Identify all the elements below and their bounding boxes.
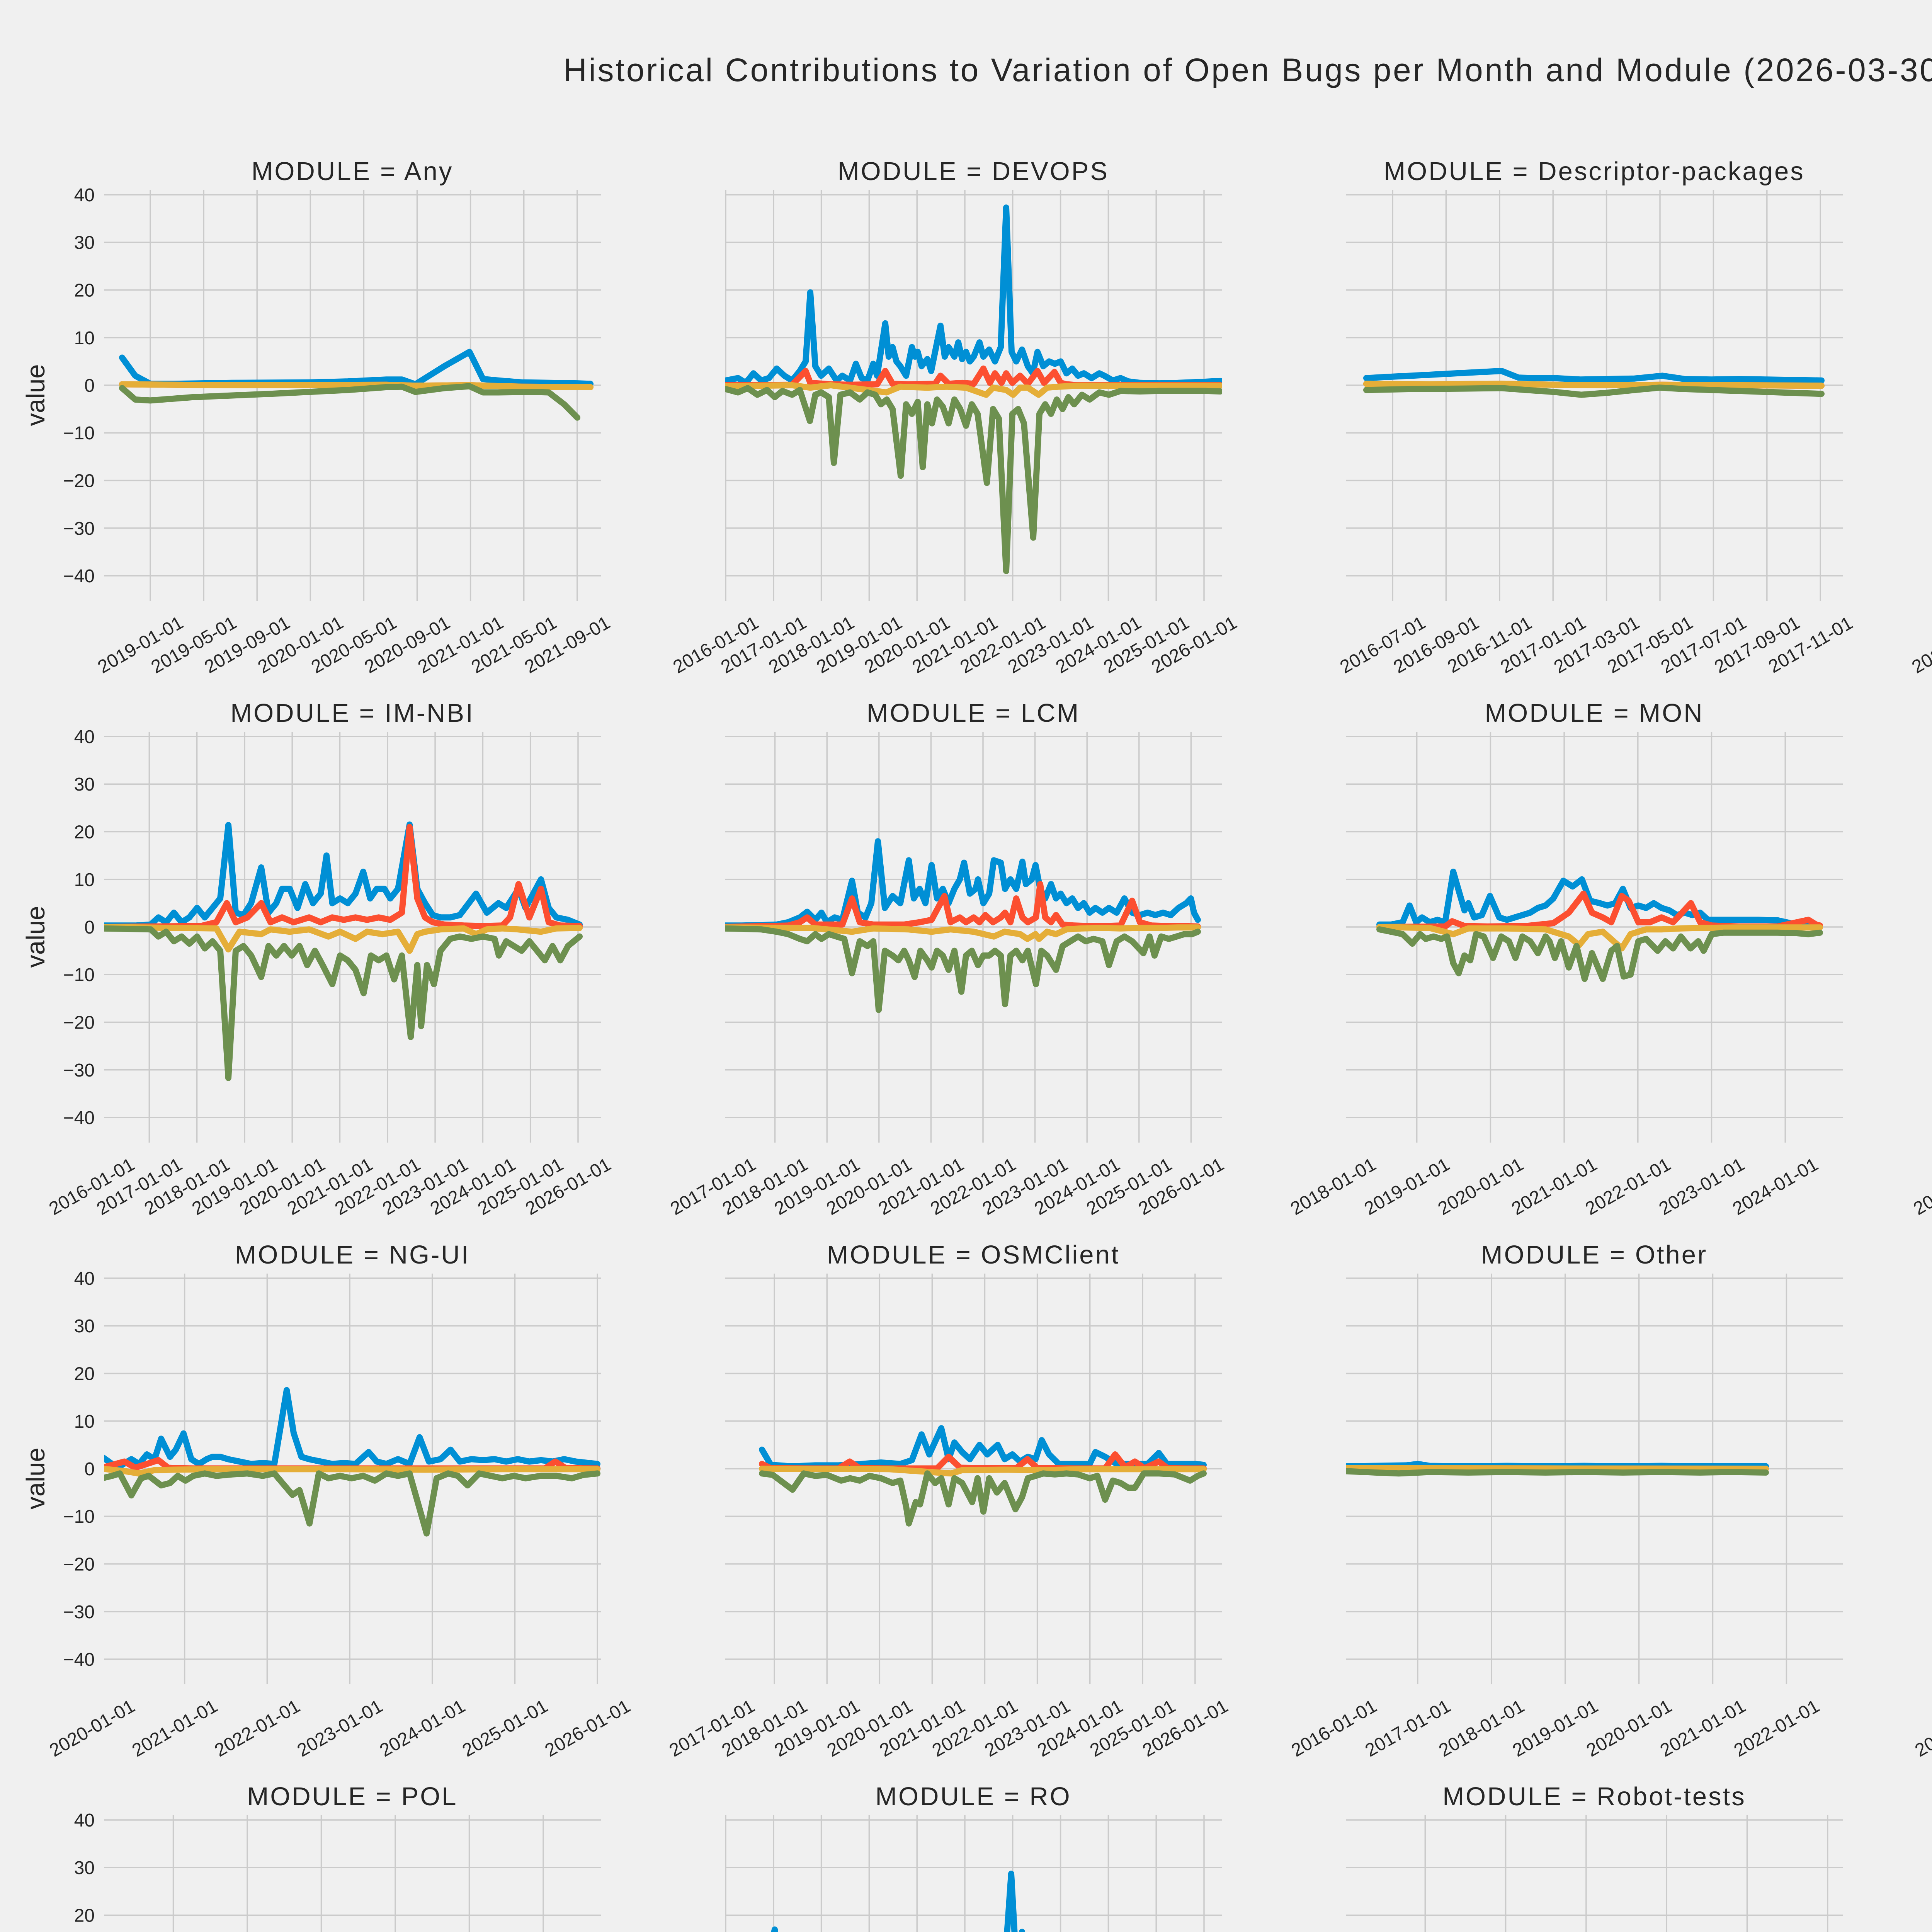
svg-text:40: 40 xyxy=(74,1810,95,1831)
svg-text:−40: −40 xyxy=(63,1108,95,1128)
svg-text:20: 20 xyxy=(74,1906,95,1926)
svg-text:0: 0 xyxy=(84,376,95,396)
svg-text:MODULE = RO: MODULE = RO xyxy=(875,1782,1071,1811)
svg-text:MODULE = Descriptor-packages: MODULE = Descriptor-packages xyxy=(1384,157,1804,186)
svg-text:0: 0 xyxy=(84,1459,95,1480)
svg-text:MODULE = DEVOPS: MODULE = DEVOPS xyxy=(838,157,1109,186)
svg-text:−30: −30 xyxy=(63,519,95,539)
svg-text:MODULE = LCM: MODULE = LCM xyxy=(867,699,1080,728)
svg-text:MODULE = POL: MODULE = POL xyxy=(247,1782,457,1811)
svg-text:−30: −30 xyxy=(63,1602,95,1622)
svg-text:MODULE = Robot-tests: MODULE = Robot-tests xyxy=(1442,1782,1746,1811)
svg-text:MODULE = Any: MODULE = Any xyxy=(252,157,454,186)
svg-text:−20: −20 xyxy=(63,1554,95,1575)
svg-text:30: 30 xyxy=(74,774,95,795)
svg-text:−40: −40 xyxy=(63,1650,95,1670)
svg-text:MODULE = Other: MODULE = Other xyxy=(1481,1240,1708,1269)
svg-text:−10: −10 xyxy=(63,965,95,985)
svg-text:10: 10 xyxy=(74,1412,95,1432)
svg-text:value: value xyxy=(21,364,50,426)
svg-text:−40: −40 xyxy=(63,566,95,587)
svg-text:20: 20 xyxy=(74,1364,95,1384)
svg-text:MODULE = IM-NBI: MODULE = IM-NBI xyxy=(230,699,474,728)
svg-text:10: 10 xyxy=(74,328,95,349)
svg-text:10: 10 xyxy=(74,870,95,890)
svg-text:40: 40 xyxy=(74,727,95,747)
svg-text:30: 30 xyxy=(74,1858,95,1878)
svg-text:MODULE = NG-UI: MODULE = NG-UI xyxy=(235,1240,470,1269)
svg-text:30: 30 xyxy=(74,1316,95,1337)
svg-text:value: value xyxy=(21,906,50,968)
svg-text:Historical Contributions to Va: Historical Contributions to Variation of… xyxy=(563,52,1932,88)
svg-text:40: 40 xyxy=(74,1269,95,1289)
svg-text:20: 20 xyxy=(74,281,95,301)
svg-text:40: 40 xyxy=(74,185,95,206)
svg-text:−20: −20 xyxy=(63,1013,95,1033)
svg-text:value: value xyxy=(21,1447,50,1509)
svg-text:−20: −20 xyxy=(63,471,95,492)
svg-text:20: 20 xyxy=(74,822,95,843)
svg-text:−30: −30 xyxy=(63,1060,95,1081)
svg-text:MODULE = OSMClient: MODULE = OSMClient xyxy=(827,1240,1120,1269)
svg-text:−10: −10 xyxy=(63,423,95,444)
svg-text:−10: −10 xyxy=(63,1507,95,1527)
svg-text:30: 30 xyxy=(74,233,95,253)
svg-text:0: 0 xyxy=(84,917,95,938)
svg-text:MODULE = MON: MODULE = MON xyxy=(1485,699,1704,728)
